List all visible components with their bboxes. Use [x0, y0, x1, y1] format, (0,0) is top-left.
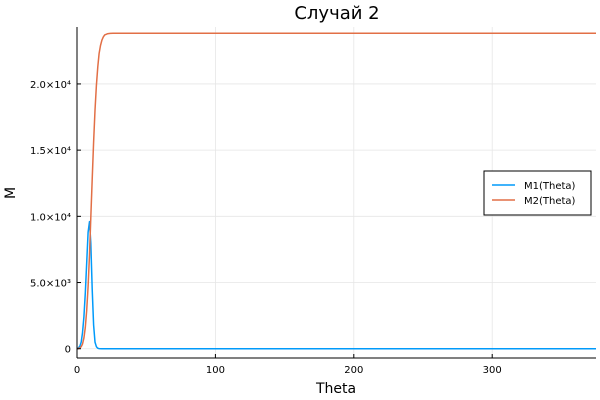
y-tick-label: 0	[65, 345, 71, 356]
y-axis-label: M	[3, 187, 19, 199]
legend-label-m2: M2(Theta)	[524, 196, 576, 207]
x-tick-label: 100	[206, 365, 225, 376]
x-tick-label: 0	[74, 365, 80, 376]
legend: M1(Theta) M2(Theta)	[483, 170, 592, 216]
series-line-m2	[76, 32, 596, 350]
y-ticks: 0 5.0×10³ 1.0×10⁴ 1.5×10⁴ 2.0×10⁴	[30, 80, 81, 356]
x-tick-label: 300	[483, 365, 502, 376]
series-line-m1	[76, 220, 596, 350]
x-ticks: 0 100 200 300	[74, 354, 502, 376]
y-tick-label: 1.5×10⁴	[30, 146, 71, 157]
y-tick-label: 1.0×10⁴	[30, 212, 71, 223]
legend-box	[483, 170, 592, 216]
y-tick-label: 5.0×10³	[30, 279, 71, 290]
chart-title: Случай 2	[294, 3, 379, 24]
x-axis-label: Theta	[315, 381, 356, 397]
y-tick-label: 2.0×10⁴	[30, 80, 71, 91]
x-tick-label: 200	[344, 365, 363, 376]
legend-label-m1: M1(Theta)	[524, 181, 576, 192]
plot-area	[76, 32, 596, 350]
